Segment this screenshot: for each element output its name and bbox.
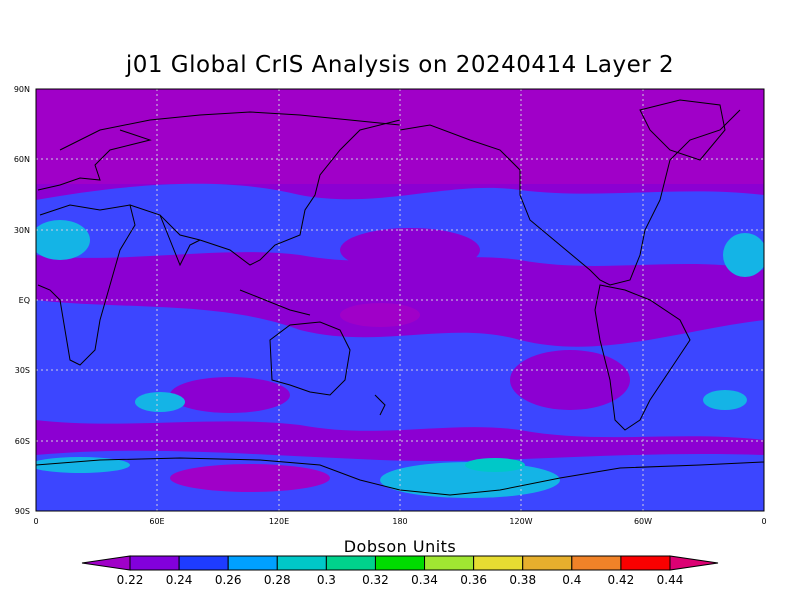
colorbar-swatches bbox=[81, 555, 719, 571]
field-magenta-patch bbox=[170, 464, 330, 492]
colorbar-swatch bbox=[325, 555, 376, 571]
field-blue-nh bbox=[36, 183, 764, 270]
coast-indonesia bbox=[239, 289, 311, 316]
graticule bbox=[36, 89, 764, 511]
colorbar-labels: 0.22 0.24 0.26 0.28 0.3 0.32 0.34 0.36 0.38 0.4 0.… bbox=[117, 573, 684, 587]
coast-greenland bbox=[639, 99, 726, 161]
lat-label: 60N bbox=[14, 155, 30, 164]
colorbar-swatch bbox=[227, 555, 278, 571]
colorbar-over-arrow bbox=[669, 555, 719, 571]
map-frame bbox=[35, 88, 765, 512]
lon-label: 120E bbox=[269, 517, 289, 526]
colorbar-level-label: 0.24 bbox=[166, 573, 193, 587]
coast-india bbox=[159, 214, 201, 267]
colorbar-title: Dobson Units bbox=[343, 537, 457, 556]
coast-antarctica bbox=[36, 457, 764, 496]
coast-south-america bbox=[594, 284, 691, 431]
field-purple-patch bbox=[170, 377, 290, 413]
colorbar-swatch bbox=[178, 555, 229, 571]
colorbar-swatch bbox=[129, 555, 180, 571]
coast-europe bbox=[37, 129, 152, 191]
colorbar-swatch bbox=[522, 555, 573, 571]
coast-asia bbox=[129, 119, 401, 266]
lon-axis: 0 60E 120E 180 120W 60W 0 bbox=[33, 517, 766, 526]
lat-label: 30S bbox=[15, 366, 30, 375]
lon-label: 0 bbox=[761, 517, 766, 526]
field-purple-patch bbox=[510, 350, 630, 410]
colorbar-level-label: 0.34 bbox=[411, 573, 438, 587]
colorbar-swatch bbox=[276, 555, 327, 571]
lat-label: 90S bbox=[15, 507, 30, 516]
ozone-field bbox=[36, 89, 764, 511]
colorbar-level-label: 0.4 bbox=[562, 573, 581, 587]
coast-australia bbox=[269, 321, 351, 396]
field-cyan-patch bbox=[135, 392, 185, 412]
colorbar-under-arrow bbox=[81, 555, 131, 571]
colorbar-level-label: 0.38 bbox=[509, 573, 536, 587]
colorbar-swatch bbox=[473, 555, 524, 571]
field-cyan-patch bbox=[703, 390, 747, 410]
field-purple-patch bbox=[340, 228, 480, 272]
coast-north-america bbox=[399, 109, 741, 286]
colorbar-level-label: 0.3 bbox=[317, 573, 336, 587]
coast-africa bbox=[37, 204, 136, 366]
field-cyan-patch bbox=[36, 457, 130, 473]
colorbar-swatch bbox=[424, 555, 475, 571]
colorbar-level-label: 0.36 bbox=[460, 573, 487, 587]
coast-new-zealand bbox=[374, 394, 386, 416]
colorbar-level-label: 0.44 bbox=[657, 573, 684, 587]
colorbar-level-label: 0.32 bbox=[362, 573, 389, 587]
colorbar-level-label: 0.26 bbox=[215, 573, 242, 587]
colorbar-swatch bbox=[571, 555, 622, 571]
lat-label: EQ bbox=[19, 296, 30, 305]
lon-label: 120W bbox=[509, 517, 532, 526]
lat-axis: 90N 60N 30N EQ 30S 60S 90S bbox=[14, 85, 30, 516]
lon-label: 60W bbox=[634, 517, 652, 526]
colorbar-level-label: 0.42 bbox=[608, 573, 635, 587]
field-cyan-patch bbox=[380, 462, 560, 498]
coast-arctic-eurasia bbox=[59, 111, 401, 151]
colorbar-level-label: 0.22 bbox=[117, 573, 144, 587]
lon-label: 180 bbox=[392, 517, 407, 526]
field-teal-patch bbox=[465, 458, 525, 472]
lon-label: 0 bbox=[33, 517, 38, 526]
colorbar-swatch bbox=[620, 555, 671, 571]
colorbar-level-label: 0.28 bbox=[264, 573, 291, 587]
field-cyan-patch bbox=[723, 233, 764, 277]
coastlines bbox=[36, 99, 764, 496]
map-title: j01 Global CrIS Analysis on 20240414 Lay… bbox=[125, 52, 675, 78]
colorbar-swatch bbox=[374, 555, 426, 571]
lat-label: 30N bbox=[14, 226, 30, 235]
lat-label: 60S bbox=[15, 437, 30, 446]
lat-label: 90N bbox=[14, 85, 30, 94]
lon-label: 60E bbox=[149, 517, 164, 526]
